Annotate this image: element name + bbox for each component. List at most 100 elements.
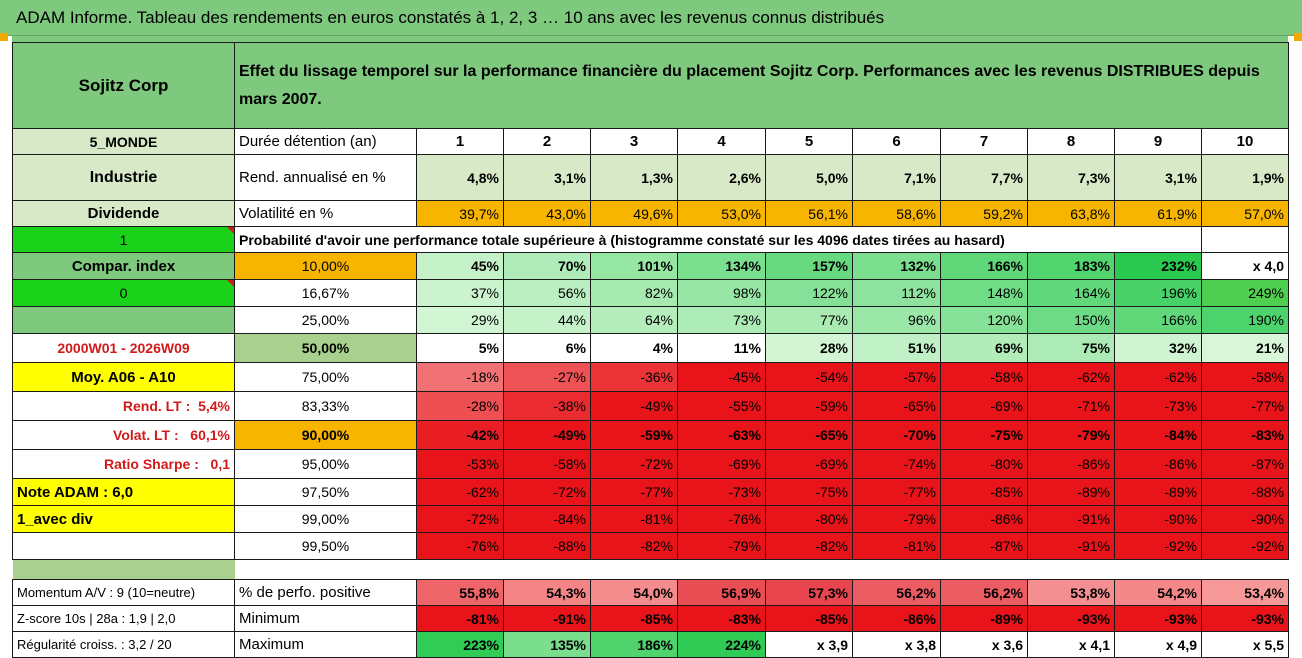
dividend-mode: 1_avec div [12, 505, 235, 533]
quantile-value: -65% [765, 420, 853, 450]
volatility-value: 59,2% [940, 200, 1028, 227]
quantile-value: -70% [852, 420, 941, 450]
positive-value: 56,2% [852, 579, 941, 606]
annual-return-value: 7,7% [940, 154, 1028, 201]
volatility-value: 63,8% [1027, 200, 1115, 227]
year-header: 7 [940, 128, 1028, 155]
quantile-value: -69% [765, 449, 853, 479]
quantile-value: -86% [1027, 449, 1115, 479]
positive-value: 53,8% [1027, 579, 1115, 606]
company-name: Sojitz Corp [12, 42, 235, 129]
quantile-value: 64% [590, 306, 678, 334]
positive-label: % de perfo. positive [234, 579, 417, 606]
volatility-value: 58,6% [852, 200, 941, 227]
quantile-value: 51% [852, 333, 941, 363]
quantile-value: 6% [503, 333, 591, 363]
quantile-value: 166% [940, 252, 1028, 280]
positive-value: 57,3% [765, 579, 853, 606]
volatility-value: 39,7% [416, 200, 504, 227]
annual-return-value: 5,0% [765, 154, 853, 201]
quantile-row: Rend. LT : 5,4% 83,33% -28% -38% -49% -55% -59… [12, 391, 1289, 421]
quantile-value: -82% [590, 532, 678, 560]
quantile-row: Compar. index 10,00% 45% 70% 101% 134% 157% 132… [12, 252, 1289, 280]
region-label: 5_MONDE [12, 128, 235, 155]
volatility-row: Dividende Volatilité en % 39,7% 43,0% 49,6% 5… [12, 200, 1289, 227]
quantile-value: 75% [1027, 333, 1115, 363]
quantile-value: 73% [677, 306, 766, 334]
quantile-value: -86% [940, 505, 1028, 533]
positive-row: Momentum A/V : 9 (10=neutre)% de perfo. … [12, 579, 1289, 606]
quantile-value: 45% [416, 252, 504, 280]
rend-lt-label: Rend. LT : [122, 398, 191, 414]
quantile-value: 44% [503, 306, 591, 334]
quantile-value: 28% [765, 333, 853, 363]
quantile-value: -80% [940, 449, 1028, 479]
quantile-value: 132% [852, 252, 941, 280]
positive-value: 56,9% [677, 579, 766, 606]
quantile-percent: 10,00% [234, 252, 417, 280]
average-label: Moy. A06 - A10 [12, 362, 235, 392]
quantile-value: -79% [852, 505, 941, 533]
duration-row: 5_MONDE Durée détention (an) 1 2 3 4 5 6 7 8 9 10 [12, 128, 1289, 155]
quantile-percent: 90,00% [234, 420, 417, 450]
quantile-percent: 99,00% [234, 505, 417, 533]
quantile-value: -27% [503, 362, 591, 392]
quantile-value: -84% [1114, 420, 1202, 450]
quantile-value: 101% [590, 252, 678, 280]
annual-return-value: 3,1% [1114, 154, 1202, 201]
long-term-volatility: Volat. LT : 60,1% [12, 420, 235, 450]
quantile-value: -82% [765, 532, 853, 560]
quantile-row: Moy. A06 - A10 75,00% -18% -27% -36% -45% -54%… [12, 362, 1289, 392]
quantile-percent: 16,67% [234, 279, 417, 307]
quantile-value: -88% [503, 532, 591, 560]
blank-cell [1201, 226, 1289, 253]
quantile-value: 166% [1114, 306, 1202, 334]
header-row: Sojitz Corp Effet du lissage temporel sur… [12, 42, 1289, 129]
quantile-value: -86% [1114, 449, 1202, 479]
quantile-value: -62% [1027, 362, 1115, 392]
quantile-value: 190% [1201, 306, 1289, 334]
minimum-value: -83% [677, 605, 766, 632]
quantile-value: 196% [1114, 279, 1202, 307]
quantile-percent: 83,33% [234, 391, 417, 421]
quantile-value: 148% [940, 279, 1028, 307]
quantile-value: -77% [590, 478, 678, 506]
positive-value: 53,4% [1201, 579, 1289, 606]
quantile-value: -58% [940, 362, 1028, 392]
quantile-value: -89% [1027, 478, 1115, 506]
positive-value: 54,3% [503, 579, 591, 606]
quantile-row: 1_avec div 99,00% -72% -84% -81% -76% -80% -79%… [12, 505, 1289, 533]
quantile-value: 82% [590, 279, 678, 307]
quantile-row: 25,00% 29% 44% 64% 73% 77% 96% 120% 150% 166% 190% [12, 306, 1289, 334]
quantile-value: -38% [503, 391, 591, 421]
quantile-value: 21% [1201, 333, 1289, 363]
dividend-label: Dividende [12, 200, 235, 227]
quantile-value: -73% [1114, 391, 1202, 421]
return-row: Industrie Rend. annualisé en % 4,8% 3,1% 1,3… [12, 154, 1289, 201]
quantile-value: -63% [677, 420, 766, 450]
annual-return-value: 1,9% [1201, 154, 1289, 201]
quantile-value: -75% [940, 420, 1028, 450]
flag-one: 1 [12, 226, 235, 253]
minimum-value: -81% [416, 605, 504, 632]
blank-cell [1114, 226, 1202, 253]
quantile-value: -36% [590, 362, 678, 392]
quantile-value: -87% [940, 532, 1028, 560]
volatility-value: 53,0% [677, 200, 766, 227]
zscore-label: Z-score 10s | 28a : 1,9 | 2,0 [12, 605, 235, 632]
quantile-value: 98% [677, 279, 766, 307]
quantile-value: -92% [1114, 532, 1202, 560]
year-header: 10 [1201, 128, 1289, 155]
quantile-value: 232% [1114, 252, 1202, 280]
quantile-value: -72% [416, 505, 504, 533]
period-label: 2000W01 - 2026W09 [12, 333, 235, 363]
quantile-value: -91% [1027, 505, 1115, 533]
quantile-value: -57% [852, 362, 941, 392]
year-header: 4 [677, 128, 766, 155]
quantile-value: -88% [1201, 478, 1289, 506]
volatility-value: 61,9% [1114, 200, 1202, 227]
quantile-value: 69% [940, 333, 1028, 363]
quantile-value: -54% [765, 362, 853, 392]
annual-return-value: 3,1% [503, 154, 591, 201]
